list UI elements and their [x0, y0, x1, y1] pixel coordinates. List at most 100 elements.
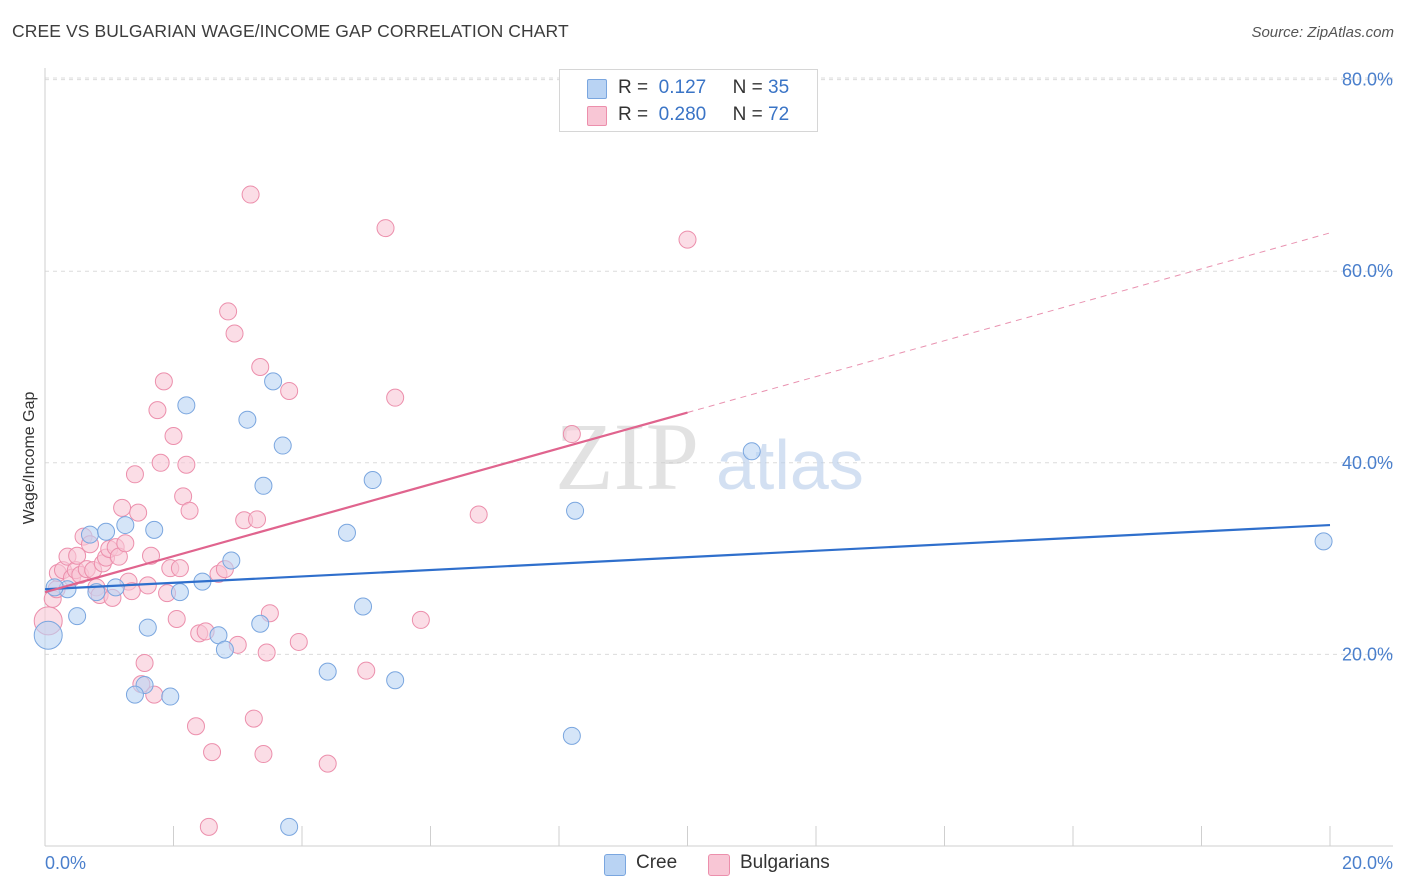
cree-point: [238, 410, 257, 429]
cree-point: [566, 501, 585, 520]
bulgarians-point: [151, 453, 170, 472]
bulgarians-point: [135, 654, 154, 673]
bulgarians-point: [257, 643, 276, 662]
cree-point: [161, 687, 180, 706]
legend-r-label: R =: [618, 104, 649, 125]
bulgarians-point: [357, 661, 376, 680]
bulgarians-point: [68, 546, 87, 565]
bulgarians-point: [289, 632, 308, 651]
bulgarians-point: [225, 324, 244, 343]
bulgarians-swatch: [708, 854, 730, 876]
watermark-zip: ZIP: [555, 403, 699, 510]
cree-swatch: [604, 854, 626, 876]
cree-point: [354, 597, 373, 616]
y-axis-label: Wage/Income Gap: [21, 392, 38, 525]
grid-lines: [45, 77, 1393, 655]
cree-point: [215, 640, 234, 659]
bulgarians-point: [167, 609, 186, 628]
bulgarians-point: [244, 709, 263, 728]
cree-point: [254, 476, 273, 495]
bulgarians-point: [203, 743, 222, 762]
correlation-legend: R = 0.127 N = 35 R = 0.280 N = 72: [559, 69, 818, 132]
bulgarians-point: [469, 505, 488, 524]
trend-lines: [44, 232, 1331, 594]
bulgarians-point: [148, 401, 167, 420]
legend-n-value: 72: [768, 104, 790, 125]
legend-r-value: 0.280: [658, 104, 707, 125]
bulgarians-trend-extension: [687, 232, 1331, 413]
bulgarians-point: [116, 534, 135, 553]
cree-trend-line: [44, 523, 1331, 591]
y-tick-label: 20.0%: [1342, 644, 1393, 664]
bulgarians-point: [154, 372, 173, 391]
cree-point: [80, 525, 99, 544]
axes: [44, 68, 1393, 847]
bulgarians-point: [219, 302, 238, 321]
cree-point: [273, 436, 292, 455]
chart-title: CREE VS BULGARIAN WAGE/INCOME GAP CORREL…: [12, 21, 569, 41]
cree-point: [1314, 532, 1333, 551]
x-tick-label: 0.0%: [45, 853, 86, 873]
legend-n-label: N =: [732, 77, 763, 98]
bulgarians-point: [129, 503, 148, 522]
bulgarians-point: [177, 455, 196, 474]
cree-point: [742, 442, 761, 461]
cree-point: [97, 522, 116, 541]
cree-point: [222, 551, 241, 570]
cree-point: [145, 520, 164, 539]
cree-point: [318, 662, 337, 681]
bulgarians-point: [142, 546, 161, 565]
bulgarians-point: [125, 465, 144, 484]
bulgarians-point: [251, 358, 270, 376]
chart-source: Source: ZipAtlas.com: [1251, 24, 1394, 41]
bulgarians-trend-line: [44, 411, 688, 594]
cree-point: [68, 607, 87, 626]
bulgarians-swatch: [587, 106, 607, 126]
cree-point: [177, 396, 196, 415]
bulgarians-point: [254, 745, 273, 764]
tick-labels: 20.0% 40.0% 60.0% 80.0% 0.0% 20.0%: [45, 70, 1393, 873]
cree-swatch: [587, 79, 607, 99]
cree-point: [125, 685, 144, 704]
cree-point: [337, 523, 356, 542]
bulgarians-point: [186, 717, 205, 736]
bulgarians-point: [180, 501, 199, 520]
cree-point: [138, 618, 157, 637]
y-tick-label: 40.0%: [1342, 453, 1393, 473]
bulgarians-point: [411, 610, 430, 629]
bulgarians-point: [376, 219, 395, 238]
data-points: [33, 185, 1333, 836]
cree-point: [280, 817, 299, 836]
bulgarians-point: [164, 426, 183, 445]
bulgarians-point: [248, 510, 267, 529]
y-tick-label: 60.0%: [1342, 261, 1393, 281]
legend-n-value: 35: [768, 77, 790, 98]
cree-point: [116, 516, 135, 535]
watermark-atlas: atlas: [716, 426, 864, 504]
cree-point: [264, 372, 283, 391]
bulgarians-point: [199, 817, 218, 836]
cree-point: [251, 614, 270, 633]
cree-point: [386, 671, 405, 690]
cree-legend-label: Cree: [636, 852, 678, 873]
cree-point: [562, 726, 581, 745]
legend-r-label: R =: [618, 77, 649, 98]
x-tick-label: 20.0%: [1342, 853, 1393, 873]
cree-point: [363, 471, 382, 490]
bulgarians-point: [280, 381, 299, 400]
bulgarians-point: [562, 425, 581, 444]
cree-point: [106, 578, 125, 597]
bulgarians-point: [241, 185, 260, 204]
cree-point: [170, 583, 189, 602]
bulgarians-legend-label: Bulgarians: [740, 852, 830, 873]
bulgarians-point: [170, 559, 189, 578]
bulgarians-point: [318, 754, 337, 773]
y-tick-label: 80.0%: [1342, 70, 1393, 90]
cree-point: [33, 620, 63, 650]
bulgarians-point: [113, 498, 132, 517]
legend-r-value: 0.127: [658, 77, 707, 98]
legend-n-label: N =: [732, 104, 763, 125]
bulgarians-point: [678, 230, 697, 249]
bulgarians-point: [386, 388, 405, 407]
